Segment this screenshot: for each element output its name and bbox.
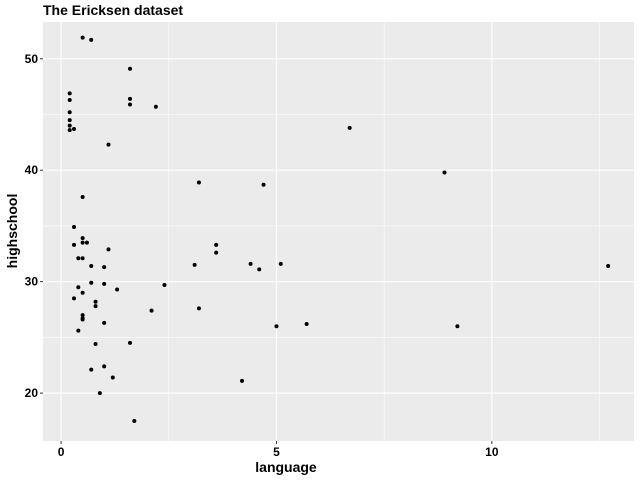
data-point: [115, 287, 120, 292]
data-point: [72, 296, 77, 301]
data-point: [93, 304, 98, 309]
data-point: [132, 418, 137, 423]
x-tick-label: 0: [58, 445, 65, 459]
data-point: [80, 194, 85, 199]
x-axis-ticks: 0 5 10: [58, 441, 499, 459]
data-point: [149, 308, 154, 313]
data-point: [102, 320, 107, 325]
data-point: [72, 126, 77, 131]
data-point: [261, 182, 266, 187]
data-point: [76, 256, 81, 261]
data-point: [248, 261, 253, 266]
data-point: [76, 328, 81, 333]
data-point: [80, 290, 85, 295]
x-axis-label: language: [255, 459, 317, 475]
y-tick-label: 40: [25, 163, 39, 177]
data-point: [80, 317, 85, 322]
major-gridlines: [43, 22, 634, 441]
data-point: [442, 170, 447, 175]
data-point: [102, 265, 107, 270]
data-point: [192, 262, 197, 267]
y-tick-label: 50: [25, 52, 39, 66]
data-point: [102, 281, 107, 286]
data-point: [80, 256, 85, 261]
data-point: [128, 66, 133, 71]
data-point: [455, 324, 460, 329]
data-point: [102, 364, 107, 369]
x-tick-label: 5: [273, 445, 280, 459]
data-point: [89, 280, 94, 285]
data-point: [214, 242, 219, 247]
data-point: [80, 313, 85, 318]
data-point: [67, 110, 72, 115]
data-point: [76, 285, 81, 290]
data-point: [196, 180, 201, 185]
data-point: [67, 118, 72, 123]
data-point: [257, 267, 262, 272]
data-point: [89, 37, 94, 42]
minor-gridlines: [43, 22, 634, 441]
data-point: [67, 123, 72, 128]
data-point: [240, 378, 245, 383]
chart-title: The Ericksen dataset: [43, 2, 183, 18]
data-point: [80, 35, 85, 40]
y-tick-label: 20: [25, 386, 39, 400]
data-point: [67, 91, 72, 96]
data-point: [214, 250, 219, 255]
data-points: [67, 35, 611, 423]
data-point: [196, 306, 201, 311]
data-point: [106, 247, 111, 252]
data-point: [110, 375, 115, 380]
data-point: [274, 324, 279, 329]
y-axis-label: highschool: [4, 194, 20, 269]
data-point: [162, 282, 167, 287]
data-point: [347, 125, 352, 130]
data-point: [67, 128, 72, 133]
data-point: [67, 98, 72, 103]
y-tick-label: 30: [25, 275, 39, 289]
data-point: [89, 264, 94, 269]
data-point: [97, 391, 102, 396]
data-point: [128, 340, 133, 345]
data-point: [606, 264, 611, 269]
data-point: [128, 96, 133, 101]
data-point: [93, 299, 98, 304]
data-point: [80, 240, 85, 245]
y-axis-ticks: 20 30 40 50: [25, 52, 43, 400]
data-point: [89, 367, 94, 372]
x-tick-label: 10: [485, 445, 499, 459]
data-point: [153, 104, 158, 109]
data-point: [128, 102, 133, 107]
data-point: [80, 236, 85, 241]
data-point: [278, 261, 283, 266]
data-point: [106, 142, 111, 147]
plot-panel: [43, 22, 634, 441]
data-point: [72, 225, 77, 230]
data-point: [72, 242, 77, 247]
data-point: [304, 321, 309, 326]
data-point: [84, 240, 89, 245]
data-point: [93, 342, 98, 347]
